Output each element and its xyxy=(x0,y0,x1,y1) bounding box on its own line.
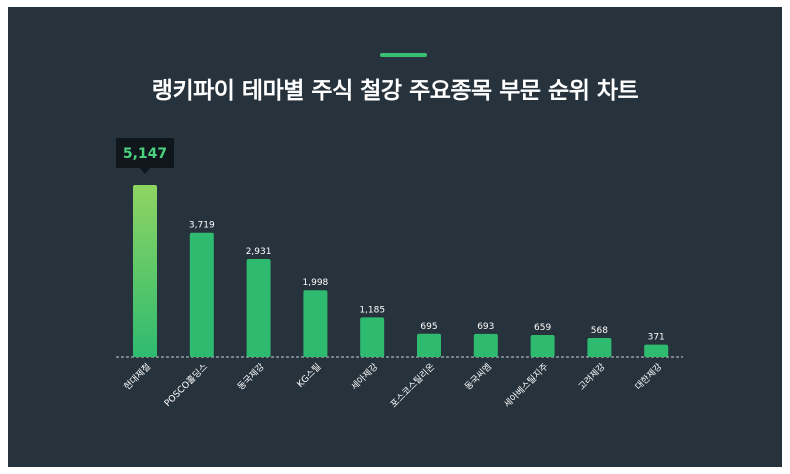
chart-title: 랭키파이 테마별 주식 철강 주요종목 부문 순위 차트 xyxy=(151,78,639,104)
bar-value-label-4: 1,998 xyxy=(303,278,329,288)
x-tick-label-5: 세아제강 xyxy=(349,361,380,392)
bar-4 xyxy=(303,290,328,357)
bar-value-label-7: 693 xyxy=(477,322,494,332)
bar-value-label-9: 568 xyxy=(591,326,608,336)
bar-chart: 5,147 현대제철 3,719 POSCO홀딩스 2,931 동국제강 1,998 KG스틸… xyxy=(116,138,683,410)
bar-10 xyxy=(644,344,669,357)
bar-value-label-2: 3,719 xyxy=(189,221,215,231)
bar-3 xyxy=(246,259,271,357)
bar-7 xyxy=(473,333,498,357)
bar-value-label-3: 2,931 xyxy=(246,247,272,257)
x-tick-label-4: KG스틸 xyxy=(295,361,324,390)
bar-6 xyxy=(417,333,441,357)
x-tick-label-3: 동국제강 xyxy=(236,361,267,392)
highlight-tooltip-value: 5,147 xyxy=(123,146,167,162)
x-tick-label-9: 고려제강 xyxy=(576,361,607,392)
bar-value-label-6: 695 xyxy=(420,322,437,332)
highlight-tooltip xyxy=(116,138,174,174)
x-tick-label-7: 동국씨엠 xyxy=(462,361,494,393)
bar-value-label-5: 1,185 xyxy=(359,305,385,315)
bar-2 xyxy=(189,232,214,357)
x-tick-label-1: 현대제철 xyxy=(122,361,153,392)
bar-9 xyxy=(587,338,612,357)
x-tick-label-6: 포스코스틸리온 xyxy=(388,361,437,410)
bar-value-label-10: 371 xyxy=(648,333,665,343)
chart-panel: 랭키파이 테마별 주식 철강 주요종목 부문 순위 차트 5,147 현대제철 3,… xyxy=(8,7,782,467)
bar-5 xyxy=(360,317,385,357)
bar-1 xyxy=(133,185,157,357)
x-tick-label-10: 대한제강 xyxy=(633,361,664,392)
x-tick-label-8: 세아베스틸지주 xyxy=(502,361,551,410)
bar-8 xyxy=(530,334,555,357)
bar-value-label-8: 659 xyxy=(534,323,551,333)
title-accent-bar xyxy=(380,53,427,57)
x-tick-label-2: POSCO홀딩스 xyxy=(162,361,210,409)
